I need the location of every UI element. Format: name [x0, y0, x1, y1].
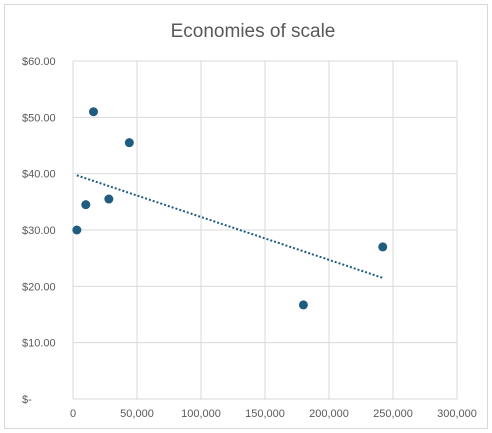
data-point: [81, 200, 91, 210]
grid-layer: [72, 60, 458, 400]
x-tick-label: 200,000: [309, 408, 349, 420]
chart-frame: [4, 4, 488, 429]
trendline: [76, 174, 384, 279]
data-point: [298, 300, 308, 310]
data-point: [124, 138, 134, 148]
chart-title: Economies of scale: [171, 21, 336, 42]
y-tick-label: $20.00: [22, 281, 56, 293]
y-tick-label: $60.00: [22, 56, 56, 68]
x-tick-label: 50,000: [120, 408, 154, 420]
y-tick-label: $50.00: [22, 112, 56, 124]
y-tick-label: $30.00: [22, 225, 56, 237]
data-point: [72, 225, 82, 235]
x-tick-label: 0: [70, 408, 76, 420]
x-tick-label: 150,000: [245, 408, 285, 420]
y-tick-label: $40.00: [22, 169, 56, 181]
y-tick-label: $10.00: [22, 338, 56, 350]
x-tick-label: 100,000: [181, 408, 221, 420]
data-point: [378, 242, 388, 252]
x-tick-label: 300,000: [437, 408, 477, 420]
data-point: [104, 194, 114, 204]
y-tick-label: $-: [22, 394, 32, 406]
x-tick-label: 250,000: [373, 408, 413, 420]
points-layer: [72, 107, 388, 310]
data-point: [88, 107, 98, 117]
labels-layer: $- $10.00 $20.00 $30.00 $40.00 $50.00 $60.00 0 5…: [22, 56, 477, 420]
trend-layer: [76, 174, 384, 279]
